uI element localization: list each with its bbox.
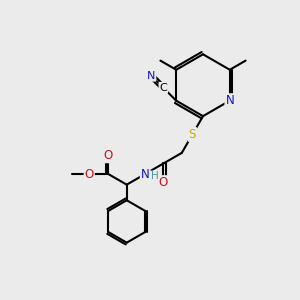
Text: N: N — [141, 168, 149, 181]
Text: O: O — [85, 168, 94, 181]
Text: S: S — [189, 128, 196, 141]
Text: O: O — [104, 149, 113, 162]
Text: O: O — [159, 176, 168, 189]
Text: C: C — [159, 83, 167, 93]
Text: H: H — [151, 171, 158, 182]
Text: N: N — [147, 71, 155, 81]
Text: N: N — [225, 94, 234, 107]
